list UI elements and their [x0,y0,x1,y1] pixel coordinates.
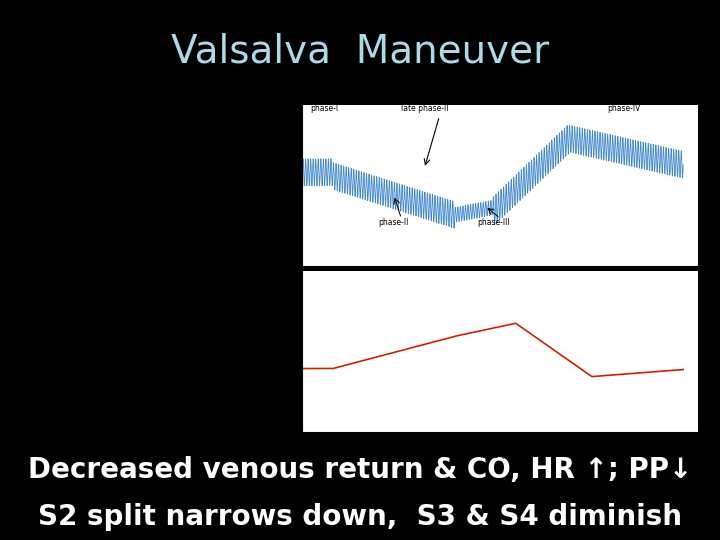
Text: phase-I: phase-I [310,104,338,113]
Polygon shape [107,112,117,121]
Text: phase-II: phase-II [379,218,409,227]
Polygon shape [117,112,127,121]
X-axis label: Time (sec): Time (sec) [479,451,522,461]
Text: Chest
Muscles: Chest Muscles [14,179,48,198]
Text: Lungs: Lungs [164,201,189,210]
Text: Rectal
Muscles: Rectal Muscles [14,411,48,431]
Y-axis label: Blood Pressure (mmHg): Blood Pressure (mmHg) [266,140,275,231]
Text: Diaphragm: Diaphragm [164,319,211,328]
Text: Abdominal
Cavity: Abdominal Cavity [125,361,170,380]
Text: Larynx: Larynx [172,113,201,122]
Y-axis label: Heart rate (bpm): Heart rate (bpm) [267,319,276,384]
Text: Valsalva  Maneuver: Valsalva Maneuver [171,32,549,70]
Text: late phase-II: late phase-II [402,104,449,113]
Text: Decreased venous return & CO, HR ↑; PP↓: Decreased venous return & CO, HR ↑; PP↓ [28,456,692,484]
Text: Abdominal
Muscles: Abdominal Muscles [14,347,59,367]
Text: S2 split narrows down,  S3 & S4 diminish: S2 split narrows down, S3 & S4 diminish [38,503,682,531]
Text: phase-IV: phase-IV [607,104,640,113]
Text: phase-III: phase-III [477,218,510,227]
X-axis label: Time (sec): Time (sec) [479,285,522,294]
